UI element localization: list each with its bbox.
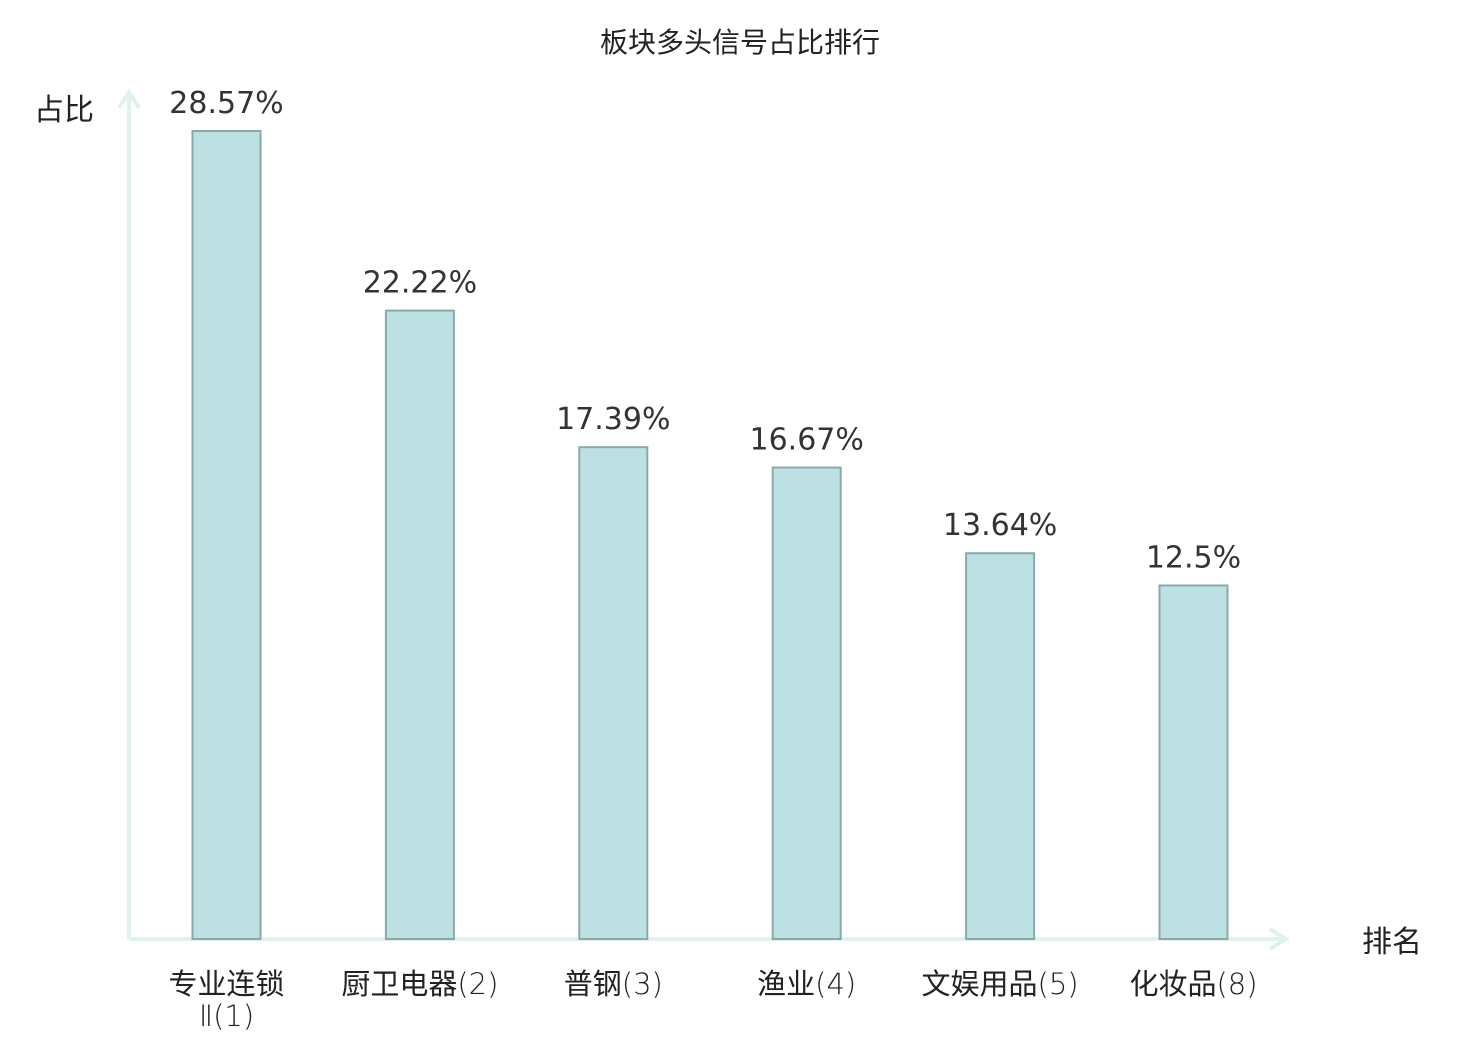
bar-6 xyxy=(1158,584,1229,940)
y-axis-arrow xyxy=(117,88,141,110)
category-label-2: 厨卫电器(2) xyxy=(341,967,498,1001)
category-label-6: 化妆品(8) xyxy=(1129,967,1257,1001)
category-suffix-5: (5) xyxy=(1038,967,1079,1001)
category-suffix-1: Ⅱ(1) xyxy=(199,999,254,1033)
category-label-3: 普钢(3) xyxy=(564,967,663,1001)
value-label-5: 13.64% xyxy=(943,508,1057,543)
category-name-1: 专业连锁 xyxy=(168,967,284,1001)
category-name-2: 厨卫电器 xyxy=(341,967,457,1001)
category-label-4: 渔业(4) xyxy=(757,967,856,1001)
bar-5 xyxy=(965,552,1036,940)
y-axis-label: 占比 xyxy=(34,93,94,128)
x-axis-label: 排名 xyxy=(1362,925,1422,960)
category-name-4: 渔业 xyxy=(757,967,815,1001)
value-labels-group: 28.57% 22.22% 17.39% 16.67% 13.64% 12.5% xyxy=(169,86,1241,575)
value-label-4: 16.67% xyxy=(750,423,864,458)
category-name-5: 文娱用品 xyxy=(922,967,1038,1001)
x-axis-arrow xyxy=(1268,927,1290,951)
bars-group xyxy=(191,130,1229,940)
category-suffix-3: (3) xyxy=(622,967,663,1001)
category-label-1: 专业连锁 Ⅱ(1) xyxy=(168,967,284,1033)
value-label-2: 22.22% xyxy=(363,266,477,301)
category-name-6: 化妆品 xyxy=(1129,967,1216,1001)
bar-4 xyxy=(771,466,842,940)
axes xyxy=(117,88,1290,951)
chart-title: 板块多头信号占比排行 xyxy=(600,26,880,59)
category-suffix-2: (2) xyxy=(457,967,498,1001)
value-label-6: 12.5% xyxy=(1146,540,1241,575)
value-label-1: 28.57% xyxy=(169,86,283,121)
bar-1 xyxy=(191,130,262,940)
category-labels-group: 专业连锁 Ⅱ(1) 厨卫电器(2) 普钢(3) 渔业(4) 文娱用品(5) 化妆品(8) xyxy=(168,967,1257,1033)
category-suffix-4: (4) xyxy=(815,967,856,1001)
value-label-3: 17.39% xyxy=(556,402,670,437)
bar-2 xyxy=(384,309,455,940)
category-label-5: 文娱用品(5) xyxy=(922,967,1079,1001)
bar-3 xyxy=(578,446,649,940)
category-name-3: 普钢 xyxy=(564,967,622,1001)
category-suffix-6: (8) xyxy=(1216,967,1257,1001)
